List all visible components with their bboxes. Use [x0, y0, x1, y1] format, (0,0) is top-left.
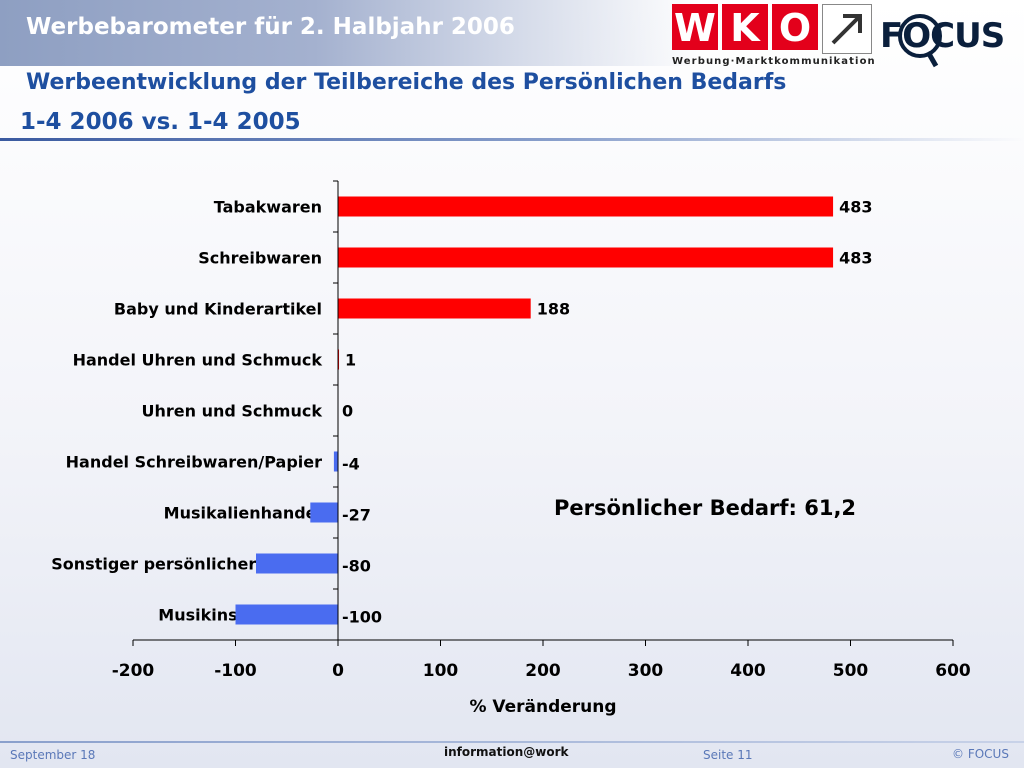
- footer-center-text: information@work: [444, 745, 569, 759]
- title-rule: [0, 138, 1024, 141]
- category-label: Uhren und Schmuck: [142, 402, 323, 421]
- value-tick-label: 300: [628, 661, 664, 681]
- chart-period: 1-4 2006 vs. 1-4 2005: [20, 109, 301, 135]
- bar: [235, 604, 338, 625]
- wko-letter-o: O: [772, 4, 818, 50]
- wko-letter-k: K: [722, 4, 768, 50]
- value-tick-label: 0: [332, 661, 344, 681]
- bar: [338, 349, 340, 370]
- data-label: -80: [342, 557, 371, 576]
- value-tick-label: 400: [730, 661, 766, 681]
- page-header-title: Werbebarometer für 2. Halbjahr 2006: [26, 14, 515, 40]
- footer-rule: [0, 741, 1024, 743]
- category-label: Tabakwaren: [214, 198, 322, 217]
- category-label: Schreibwaren: [198, 249, 322, 268]
- value-tick-label: -200: [112, 661, 155, 681]
- bar: [338, 298, 531, 319]
- data-label: 1: [345, 351, 356, 370]
- footer-copyright: © FOCUS: [952, 747, 1009, 761]
- value-tick-label: 500: [833, 661, 869, 681]
- wko-caption: Werbung·Marktkommunikation: [672, 56, 876, 67]
- arrow-icon: [822, 4, 872, 54]
- x-axis-title: % Veränderung: [469, 697, 616, 717]
- data-label: -100: [342, 608, 382, 627]
- header-band: [0, 0, 700, 66]
- value-tick-label: 600: [935, 661, 971, 681]
- bar: [256, 553, 338, 574]
- footer-date: September 18: [10, 748, 96, 762]
- chart-annotation: Persönlicher Bedarf: 61,2: [554, 496, 857, 520]
- footer-page-number: Seite 11: [703, 748, 753, 762]
- value-tick-label: 200: [525, 661, 561, 681]
- data-label: 188: [537, 300, 570, 319]
- category-label: Handel Schreibwaren/Papier: [66, 453, 322, 472]
- data-label: 0: [342, 402, 353, 421]
- category-label: Sonstiger persönlicher Bedarf: [51, 555, 323, 574]
- wko-letter-w: W: [672, 4, 718, 50]
- bar: [333, 451, 338, 472]
- chart-subtitle: Werbeentwicklung der Teilbereiche des Pe…: [26, 70, 787, 95]
- bar: [310, 502, 338, 523]
- data-label: 483: [839, 198, 872, 217]
- data-label: 483: [839, 249, 872, 268]
- value-tick-label: 100: [423, 661, 459, 681]
- data-label: -4: [342, 455, 360, 474]
- category-label: Baby und Kinderartikel: [114, 300, 322, 319]
- focus-logo: FOCUS: [880, 6, 1008, 70]
- data-label: -27: [342, 506, 371, 525]
- bar: [338, 247, 834, 268]
- value-tick-label: -100: [214, 661, 257, 681]
- category-label: Musikalienhandel: [164, 504, 322, 523]
- category-label: Handel Uhren und Schmuck: [73, 351, 323, 370]
- bar: [338, 196, 834, 217]
- magnifier-icon: [898, 14, 942, 68]
- bar-chart: Tabakwaren Schreibwaren Baby und Kinderart…: [51, 180, 971, 717]
